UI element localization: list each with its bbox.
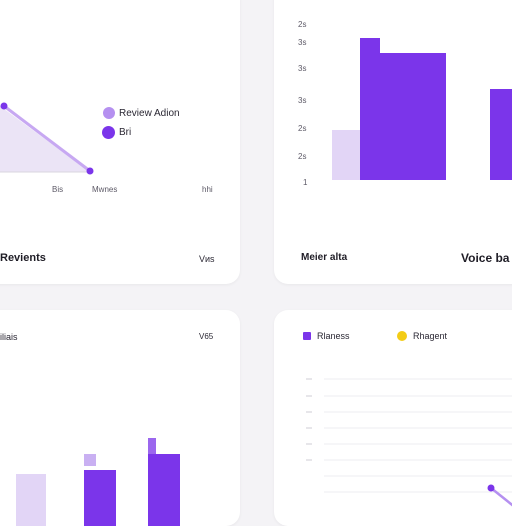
area-chart [0, 102, 94, 175]
legend-label-bri: Bri [119, 127, 132, 138]
chart-card-top-right: 2s 3s 3s 3s 2s 2s 1 Meier alta Voice ba [274, 0, 512, 284]
y-tick-2: 3s [298, 38, 307, 47]
bar-2 [84, 470, 116, 526]
legend-label-rhagent: Rhagent [413, 331, 448, 341]
line-chart [306, 378, 512, 507]
bar-light-1 [332, 130, 362, 180]
series-line [490, 487, 512, 507]
card-footer-value: Voice ba [461, 251, 510, 265]
y-tick-marks [306, 378, 312, 461]
card-footer-title: Revients [0, 252, 46, 264]
x-tick-3: hhi [202, 185, 213, 194]
legend-swatch-bri [102, 126, 115, 139]
card-footer-value: Vиs [199, 254, 215, 264]
chart-card-bottom-left: iliais V65 [0, 310, 240, 526]
bar-chart [16, 438, 180, 526]
bar-3-cap [148, 438, 156, 456]
legend-swatch-rlaness [303, 332, 311, 340]
chart-card-top-left: Review Adion Bri Bis Mwnes hhi Revients … [0, 0, 240, 284]
bar-3 [148, 454, 180, 526]
x-tick-2: Mwnes [92, 185, 118, 194]
area-line [3, 104, 91, 173]
bar-2-cap [84, 454, 96, 466]
bar-right [490, 89, 512, 180]
bar-chart [332, 38, 512, 180]
gridlines [324, 378, 512, 493]
legend-swatch-review [103, 107, 115, 119]
y-tick-3: 3s [298, 64, 307, 73]
card-header-title: iliais [0, 332, 18, 342]
bar-1 [16, 474, 46, 526]
y-tick-5: 2s [298, 124, 307, 133]
card-footer-title: Meier alta [301, 252, 348, 263]
legend-label-rlaness: Rlaness [317, 331, 350, 341]
card-header-value: V65 [199, 332, 214, 341]
y-tick-4: 3s [298, 96, 307, 105]
y-tick-7: 1 [303, 178, 308, 187]
chart-card-bottom-right: Rlaness Rhagent [274, 310, 512, 526]
bar-main [360, 53, 446, 180]
legend-swatch-rhagent [397, 331, 407, 341]
data-point [487, 484, 495, 492]
y-tick-1: 2s [298, 20, 307, 29]
x-tick-1: Bis [52, 185, 64, 194]
y-tick-6: 2s [298, 152, 307, 161]
legend-label-review: Review Adion [119, 108, 180, 119]
data-point-end [86, 167, 94, 175]
data-point-start [0, 102, 8, 110]
